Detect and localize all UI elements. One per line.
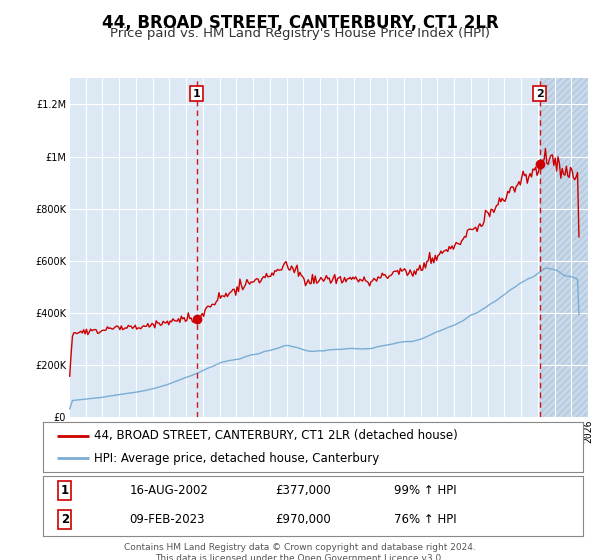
Text: Price paid vs. HM Land Registry's House Price Index (HPI): Price paid vs. HM Land Registry's House … — [110, 27, 490, 40]
Text: £377,000: £377,000 — [275, 484, 331, 497]
Bar — [539, 78, 588, 417]
Text: 44, BROAD STREET, CANTERBURY, CT1 2LR (detached house): 44, BROAD STREET, CANTERBURY, CT1 2LR (d… — [94, 429, 458, 442]
Text: 2: 2 — [536, 88, 544, 99]
Text: 16-AUG-2002: 16-AUG-2002 — [130, 484, 208, 497]
Text: 1: 1 — [61, 484, 69, 497]
Text: 09-FEB-2023: 09-FEB-2023 — [130, 513, 205, 526]
Text: £970,000: £970,000 — [275, 513, 331, 526]
Text: 76% ↑ HPI: 76% ↑ HPI — [394, 513, 457, 526]
Text: 2: 2 — [61, 513, 69, 526]
Text: 99% ↑ HPI: 99% ↑ HPI — [394, 484, 457, 497]
Text: Contains HM Land Registry data © Crown copyright and database right 2024.
This d: Contains HM Land Registry data © Crown c… — [124, 543, 476, 560]
Text: 44, BROAD STREET, CANTERBURY, CT1 2LR: 44, BROAD STREET, CANTERBURY, CT1 2LR — [101, 14, 499, 32]
Text: HPI: Average price, detached house, Canterbury: HPI: Average price, detached house, Cant… — [94, 452, 380, 465]
Text: 1: 1 — [193, 88, 200, 99]
